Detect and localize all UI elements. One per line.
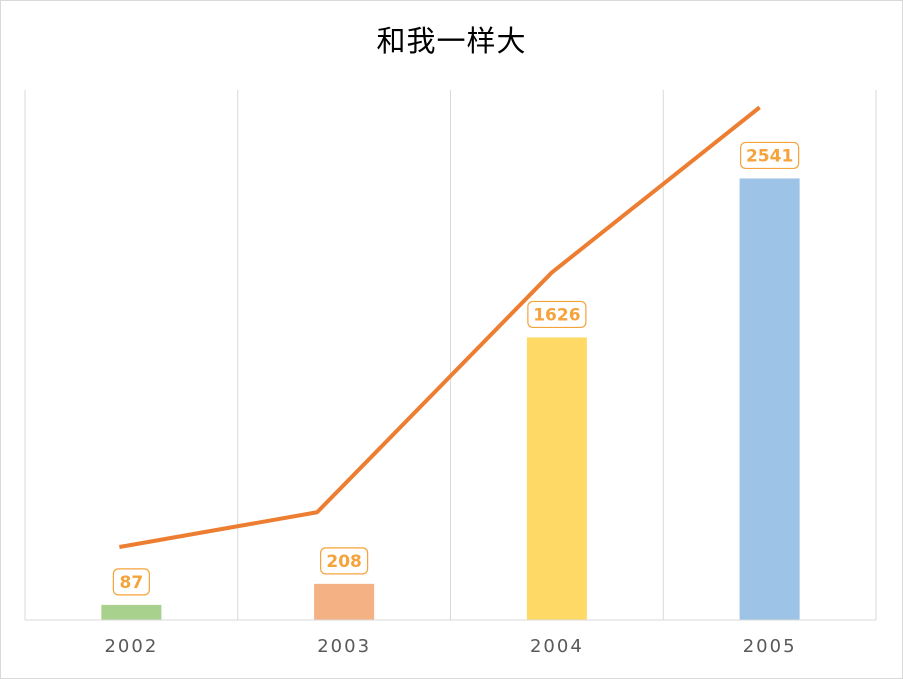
x-tick-label: 2003 xyxy=(317,636,371,657)
data-label: 87 xyxy=(120,573,144,593)
data-label-box xyxy=(320,547,369,575)
series-line xyxy=(119,105,761,549)
x-tick-label: 2002 xyxy=(104,636,158,657)
data-label-box xyxy=(112,568,150,596)
data-label: 208 xyxy=(326,552,362,572)
bar xyxy=(526,337,587,620)
bars xyxy=(101,178,800,621)
data-label-box xyxy=(527,300,587,329)
bar xyxy=(739,178,800,621)
data-label-box xyxy=(740,141,800,170)
bar xyxy=(101,604,162,620)
x-tick-label: 2005 xyxy=(743,636,797,657)
data-label: 1626 xyxy=(533,305,580,325)
data-label: 2541 xyxy=(746,146,793,166)
x-axis-ticks: 2002 2003 2004 2005 xyxy=(104,636,797,657)
data-labels: 87 208 1626 2541 xyxy=(112,141,800,596)
grid-lines xyxy=(24,90,877,620)
trend-line xyxy=(119,105,761,549)
chart-title: 和我一样大 xyxy=(376,24,527,58)
bar xyxy=(314,583,375,620)
x-tick-label: 2004 xyxy=(530,636,584,657)
